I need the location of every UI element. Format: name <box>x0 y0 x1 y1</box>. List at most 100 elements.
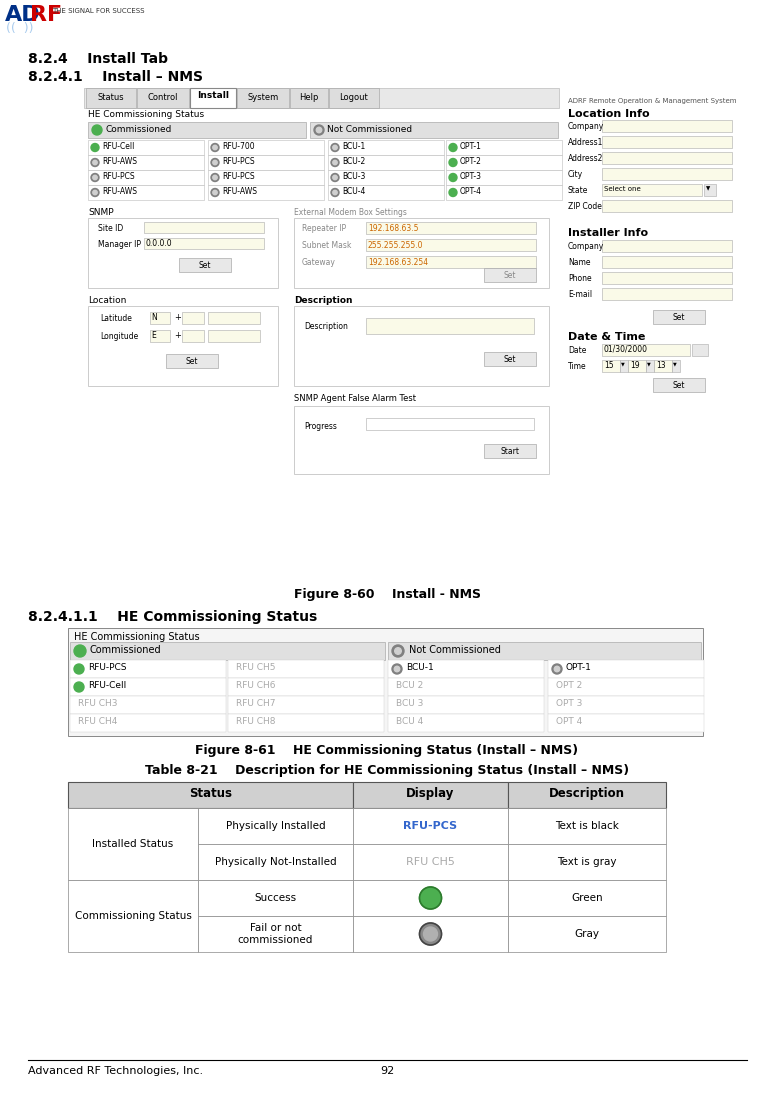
Text: Repeater IP: Repeater IP <box>302 224 346 233</box>
Bar <box>353 782 508 808</box>
Bar <box>602 152 732 164</box>
Text: City: City <box>568 170 583 179</box>
Text: RFU CH4: RFU CH4 <box>78 717 117 726</box>
Bar <box>366 238 536 251</box>
Text: External Modem Box Settings: External Modem Box Settings <box>294 208 407 217</box>
Text: SNMP: SNMP <box>88 208 114 217</box>
Text: 192.168.63.5: 192.168.63.5 <box>368 224 419 233</box>
Bar <box>328 140 444 155</box>
Bar <box>182 312 204 324</box>
Bar <box>88 306 278 386</box>
Circle shape <box>93 160 97 165</box>
Text: RFU-Cell: RFU-Cell <box>102 142 134 151</box>
Bar <box>602 136 732 148</box>
Bar <box>692 344 708 356</box>
Text: System: System <box>247 93 279 102</box>
Circle shape <box>332 176 337 180</box>
Bar <box>388 642 701 660</box>
Text: +: + <box>174 313 181 322</box>
Bar <box>88 155 204 170</box>
Text: Company: Company <box>568 242 604 251</box>
Bar <box>484 268 536 282</box>
Circle shape <box>314 125 324 135</box>
Text: Commissioned: Commissioned <box>90 645 162 655</box>
Text: 192.168.63.254: 192.168.63.254 <box>368 258 428 267</box>
Text: RFU-PCS: RFU-PCS <box>404 821 457 831</box>
Bar <box>208 155 324 170</box>
Text: RFU-AWS: RFU-AWS <box>222 187 257 196</box>
Text: SNMP Agent False Alarm Test: SNMP Agent False Alarm Test <box>294 395 416 403</box>
Bar <box>484 352 536 366</box>
Text: Figure 8-61    HE Commissioning Status (Install – NMS): Figure 8-61 HE Commissioning Status (Ins… <box>195 744 579 757</box>
Bar <box>329 88 379 108</box>
Text: Latitude: Latitude <box>100 314 132 323</box>
Text: 15: 15 <box>604 360 614 370</box>
Text: Description: Description <box>304 322 348 331</box>
Bar <box>137 88 189 108</box>
Bar <box>182 330 204 342</box>
Bar <box>208 185 324 200</box>
Text: Name: Name <box>568 258 591 267</box>
Text: Status: Status <box>189 787 232 800</box>
Text: RFU-AWS: RFU-AWS <box>102 157 137 166</box>
Circle shape <box>92 125 102 135</box>
Bar <box>672 360 680 371</box>
Text: RFU CH5: RFU CH5 <box>236 663 275 671</box>
Bar <box>70 660 226 678</box>
Text: OPT-1: OPT-1 <box>460 142 482 151</box>
Circle shape <box>331 144 339 152</box>
Text: OPT-3: OPT-3 <box>460 173 482 181</box>
Circle shape <box>394 666 400 671</box>
Bar <box>508 808 666 844</box>
Text: Start: Start <box>501 447 519 456</box>
Bar <box>602 344 690 356</box>
Circle shape <box>331 189 339 197</box>
Circle shape <box>332 190 337 195</box>
Bar <box>190 88 236 108</box>
Circle shape <box>213 145 217 149</box>
Circle shape <box>449 189 457 197</box>
Text: BCU 4: BCU 4 <box>396 717 423 726</box>
Text: Progress: Progress <box>304 422 337 431</box>
Text: 13: 13 <box>656 360 666 370</box>
Text: RFU CH3: RFU CH3 <box>78 699 118 708</box>
Circle shape <box>213 190 217 195</box>
Bar <box>88 218 278 288</box>
Circle shape <box>331 174 339 181</box>
Text: Description: Description <box>294 296 353 306</box>
Text: RFU CH7: RFU CH7 <box>236 699 275 708</box>
Bar <box>88 185 204 200</box>
Text: BCU 2: BCU 2 <box>396 681 423 690</box>
Bar <box>653 378 705 392</box>
Text: RFU-Cell: RFU-Cell <box>88 681 126 690</box>
Text: Advanced RF Technologies, Inc.: Advanced RF Technologies, Inc. <box>28 1066 203 1076</box>
Circle shape <box>419 887 442 909</box>
Bar <box>179 258 231 271</box>
Circle shape <box>332 160 337 165</box>
Bar <box>290 88 328 108</box>
Bar <box>166 354 218 368</box>
Text: N: N <box>151 313 157 322</box>
Text: Date: Date <box>568 346 587 355</box>
Text: Manager IP: Manager IP <box>98 240 141 249</box>
Text: ADRF Remote Operation & Management System: ADRF Remote Operation & Management Syste… <box>568 98 736 104</box>
Bar <box>310 122 558 138</box>
Bar <box>508 880 666 915</box>
Text: HE Commissioning Status: HE Commissioning Status <box>74 632 200 642</box>
Bar <box>388 696 544 714</box>
Bar <box>88 122 306 138</box>
Text: Subnet Mask: Subnet Mask <box>302 241 351 249</box>
Text: BCU-2: BCU-2 <box>342 157 365 166</box>
Text: ▼: ▼ <box>706 187 710 191</box>
Circle shape <box>91 158 99 167</box>
Bar <box>508 844 666 880</box>
Text: Set: Set <box>504 271 516 280</box>
Text: Set: Set <box>186 357 198 366</box>
Text: OPT-4: OPT-4 <box>460 187 482 196</box>
Bar <box>602 256 732 268</box>
Bar <box>198 880 353 915</box>
Text: Date & Time: Date & Time <box>568 332 646 342</box>
Text: Longitude: Longitude <box>100 332 138 341</box>
Bar <box>208 170 324 185</box>
Bar <box>620 360 628 371</box>
